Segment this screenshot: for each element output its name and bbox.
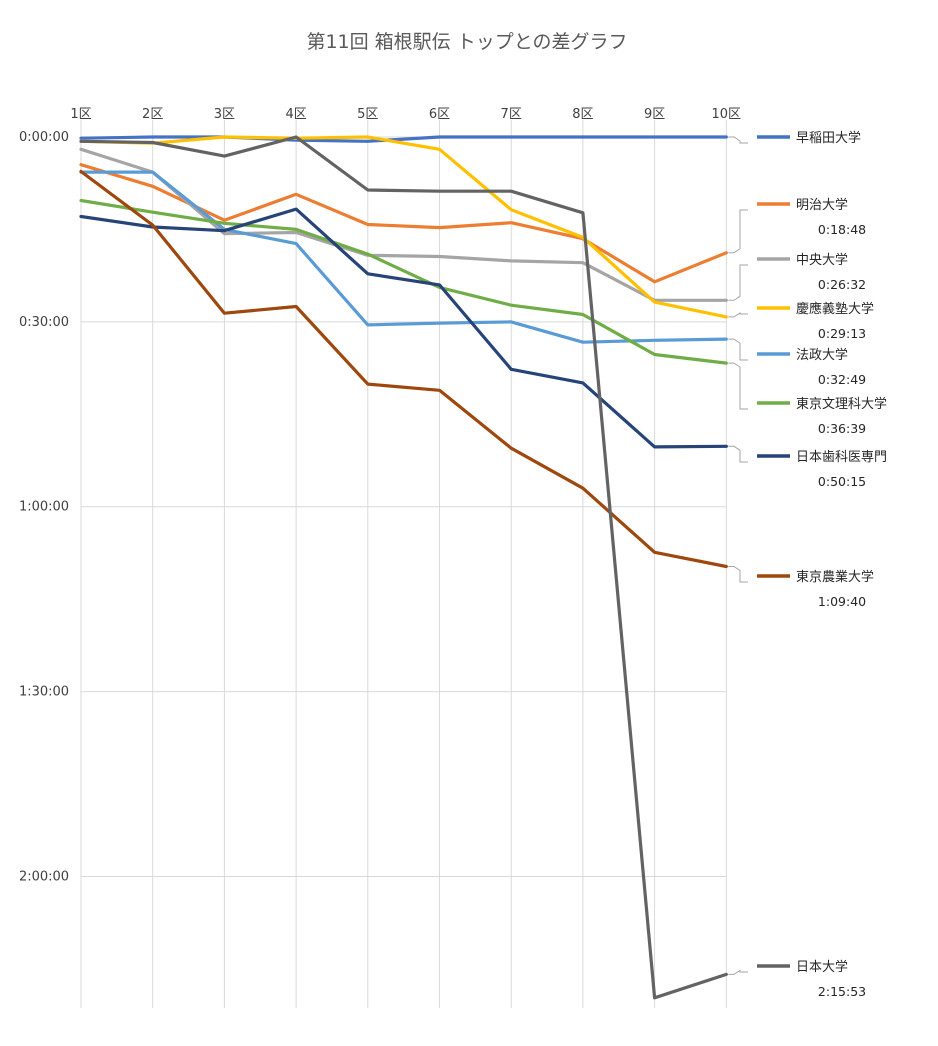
series-line [79,169,728,569]
series-line [79,198,728,365]
legend-label: 法政大学 [796,347,848,363]
legend-gap-label: 0:32:49 [818,372,866,387]
x-tick-label: 4区 [285,107,306,122]
legend-entry: 慶應義塾大学 0:29:13 [728,301,874,341]
grid-lines [80,120,727,1008]
series-line [79,135,728,1000]
series-lines [79,135,728,1000]
legend-gap-label: 0:50:15 [818,474,866,489]
y-tick-label: 0:00:00 [19,130,69,145]
legend-gap-label: 0:29:13 [818,326,866,341]
legend-label: 明治大学 [796,197,848,213]
series-line [79,170,728,344]
legend-gap-label: 0:36:39 [818,421,866,436]
x-tick-label: 10区 [712,107,742,122]
series-line [79,163,728,284]
x-tick-label: 9区 [644,107,665,122]
legend-label: 日本大学 [796,959,848,975]
x-tick-label: 2区 [142,107,163,122]
x-tick-label: 5区 [357,107,378,122]
chart-title: 第11回 箱根駅伝 トップとの差グラフ [306,31,627,53]
legend-entry: 明治大学 0:18:48 [728,197,866,254]
y-axis-tick-labels: 0:00:00 0:30:00 1:00:00 1:30:00 2:00:00 [19,130,69,884]
legend-entry: 日本歯科医専門 0:50:15 [728,445,887,489]
legend-label: 早稲田大学 [796,130,861,146]
legend-entry: 法政大学 0:32:49 [728,338,866,387]
y-tick-label: 0:30:00 [19,315,69,330]
legend-gap-label: 1:09:40 [818,594,866,609]
legend-entry: 東京農業大学 1:09:40 [728,566,874,609]
y-tick-label: 1:30:00 [19,685,69,700]
legend-entry: 早稲田大学 [728,130,861,146]
legend-leader-line [728,362,748,410]
x-axis-tick-labels: 1区 2区 3区 4区 5区 6区 7区 8区 9区 10区 [70,107,741,122]
x-tick-label: 8区 [572,107,593,122]
legend-leader-line [728,969,748,975]
x-tick-label: 1区 [70,107,91,122]
legend-label: 東京文理科大学 [796,396,887,412]
legend-leader-line [728,445,748,463]
series-line [79,135,728,143]
legend-leader-line [728,338,748,361]
y-tick-label: 2:00:00 [19,869,69,884]
legend-gap-label: 2:15:53 [818,984,866,999]
legend-entry: 中央大学 0:26:32 [728,252,866,301]
legend-label: 東京農業大学 [796,569,874,585]
x-tick-label: 6区 [429,107,450,122]
legend-label: 日本歯科医専門 [796,450,887,465]
legend-label: 中央大学 [796,252,848,268]
series-line [79,207,728,449]
x-tick-label: 3区 [214,107,235,122]
legend-leader-line [728,566,748,583]
legend-leader-line [728,264,748,301]
series-line [79,147,728,302]
legend-gap-label: 0:18:48 [818,222,866,237]
legend-leader-line [728,209,748,254]
legend-entry: 日本大学 2:15:53 [728,959,866,999]
legend-leader-line [728,136,748,144]
legend-label: 慶應義塾大学 [796,301,874,317]
legend-leader-line [728,311,748,318]
legend-entry: 東京文理科大学 0:36:39 [728,362,887,436]
legend-gap-label: 0:26:32 [818,277,866,292]
y-tick-label: 1:00:00 [19,500,69,515]
series-line [79,135,728,319]
x-tick-label: 7区 [501,107,522,122]
